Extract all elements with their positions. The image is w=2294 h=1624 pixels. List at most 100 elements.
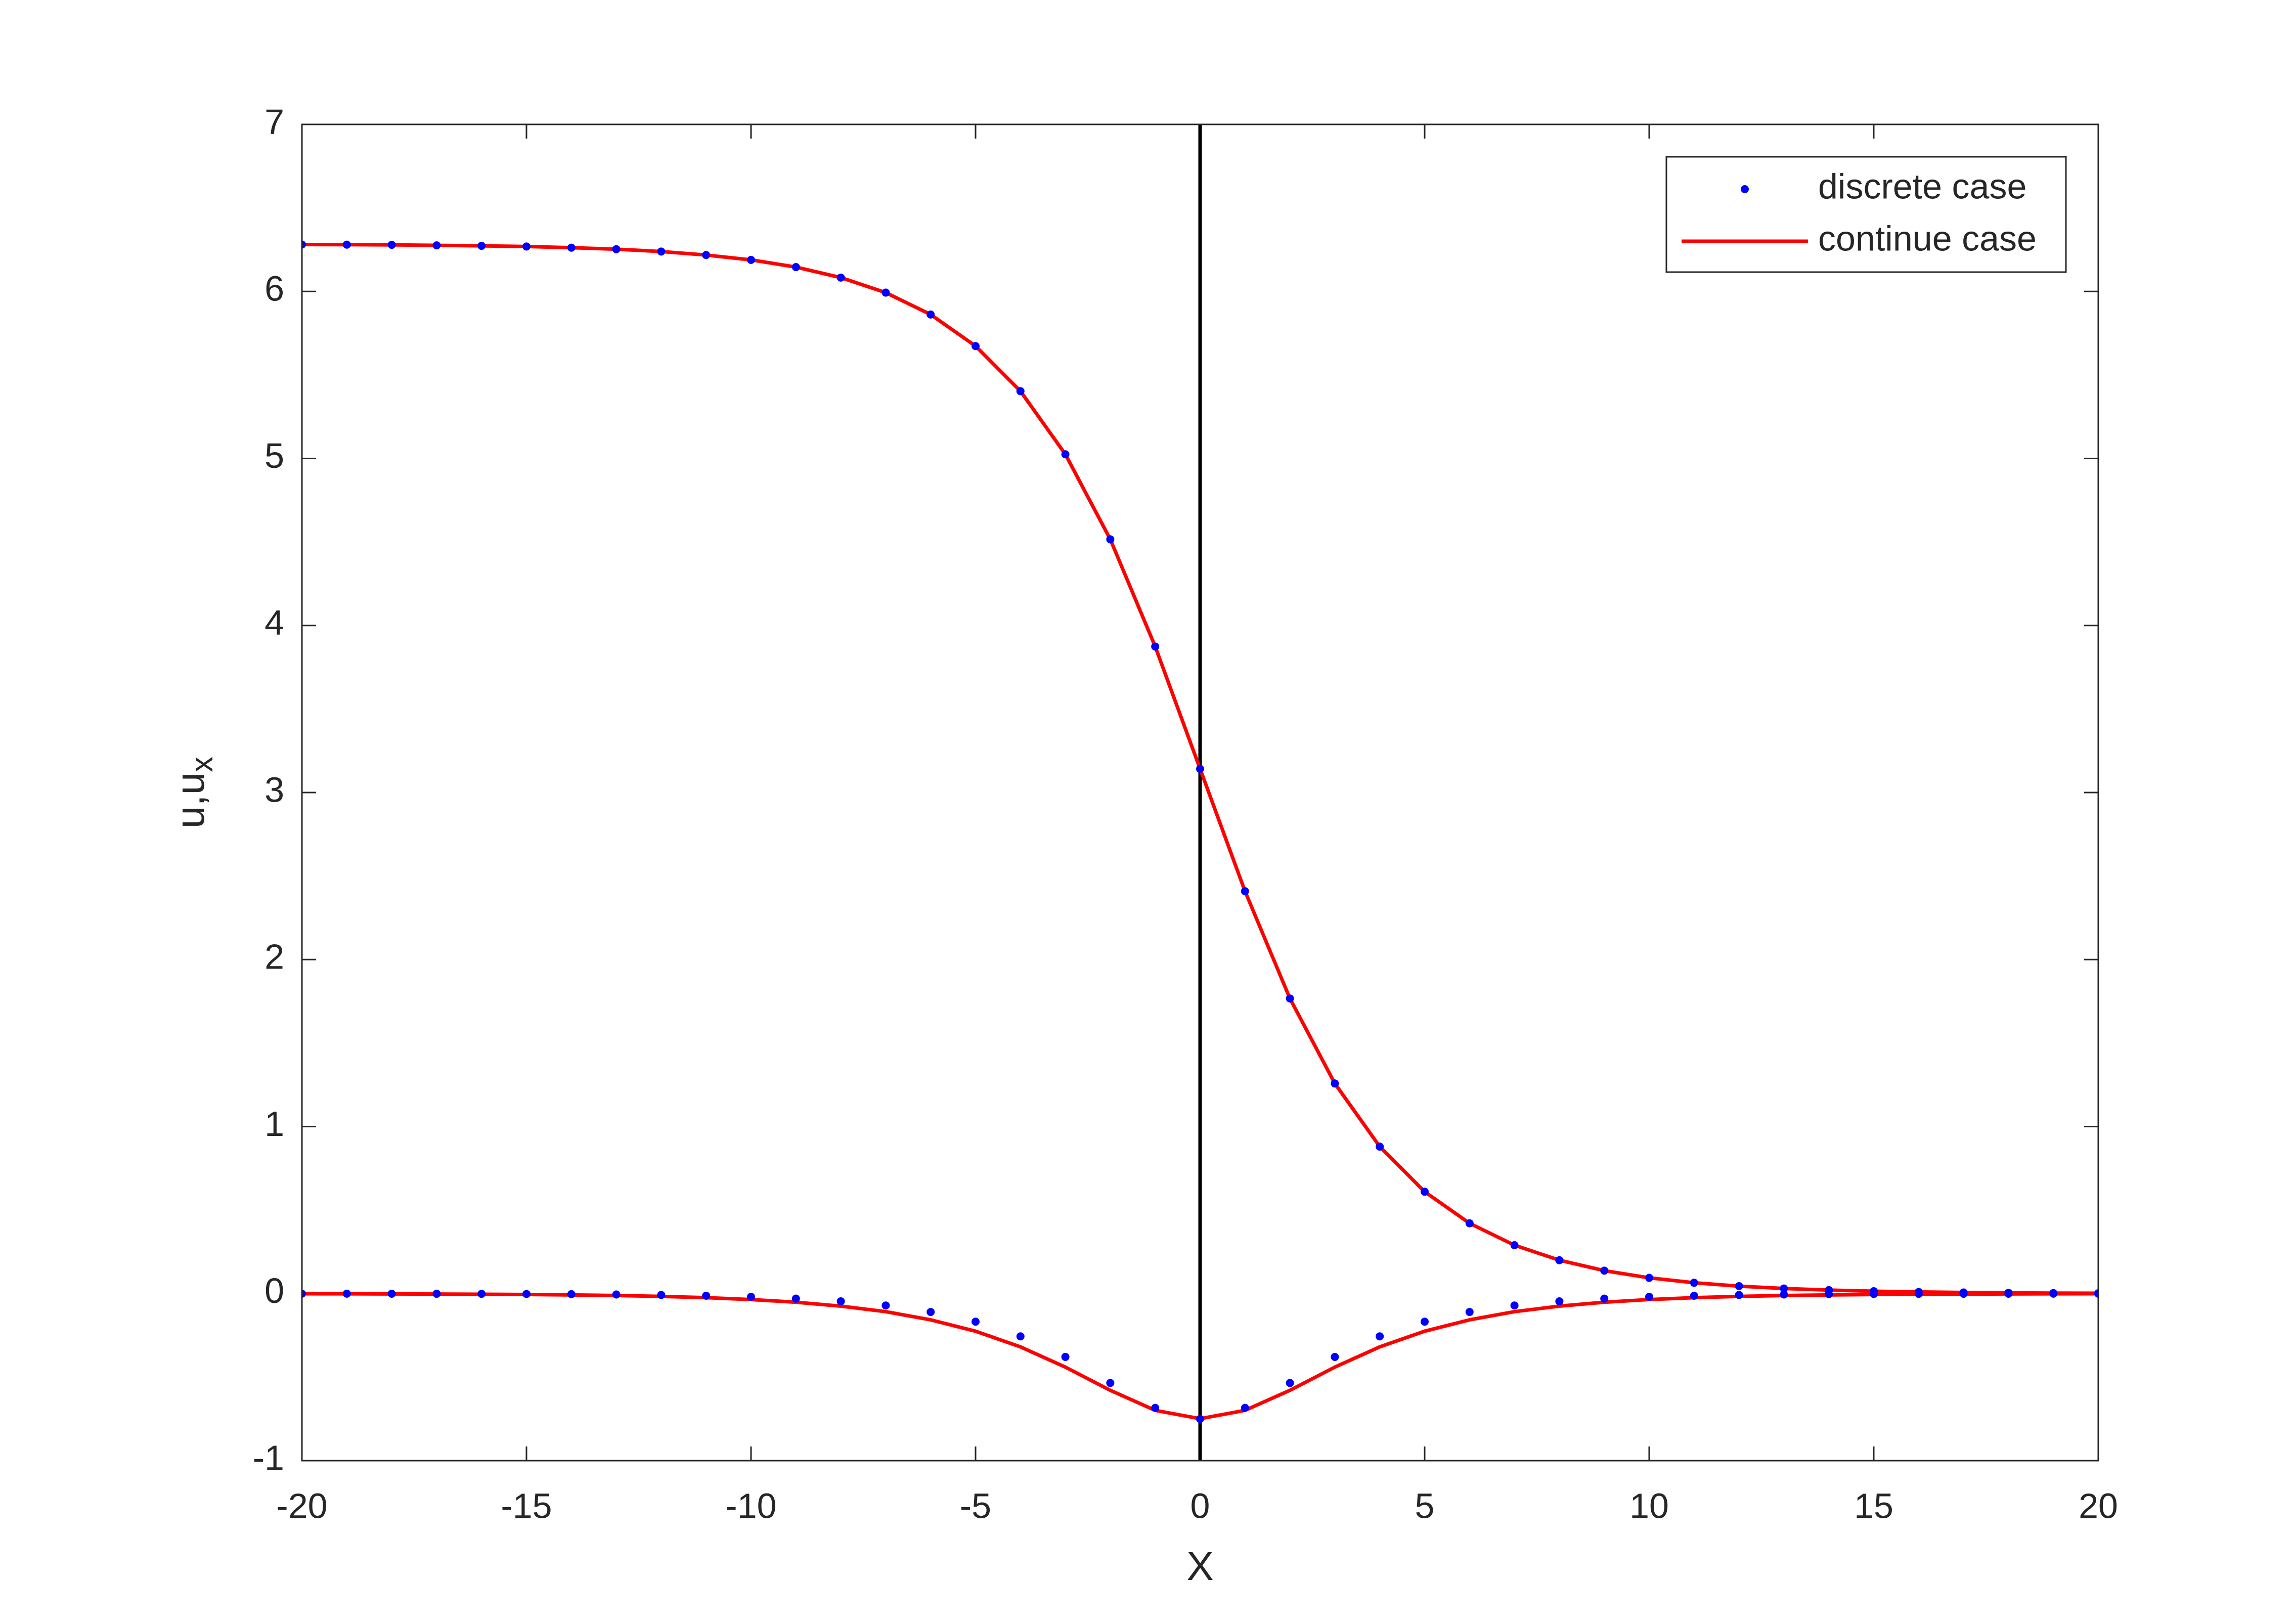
data-point xyxy=(1196,765,1204,773)
data-point xyxy=(522,1290,531,1298)
y-tick-label: 3 xyxy=(264,770,284,809)
data-point xyxy=(1421,1188,1429,1196)
data-point xyxy=(432,1290,441,1298)
data-point xyxy=(567,243,576,252)
data-point xyxy=(1286,994,1294,1003)
legend-marker xyxy=(1741,185,1749,193)
data-point xyxy=(1376,1332,1384,1341)
data-point xyxy=(791,1294,800,1303)
data-point xyxy=(1555,1297,1564,1305)
data-point xyxy=(1016,1332,1025,1341)
y-axis-label: u,ux xyxy=(167,757,219,828)
y-tick-label: 7 xyxy=(264,102,284,141)
data-point xyxy=(477,242,486,250)
x-tick-label: -20 xyxy=(276,1486,327,1525)
data-point xyxy=(791,263,800,272)
data-point xyxy=(657,1291,666,1299)
data-point xyxy=(927,310,935,319)
data-point xyxy=(1061,1352,1070,1361)
x-tick-label: -5 xyxy=(960,1486,991,1525)
data-point xyxy=(1870,1290,1878,1298)
data-point xyxy=(1286,1379,1294,1387)
data-point xyxy=(2049,1289,2058,1298)
data-point xyxy=(1959,1290,1968,1298)
data-point xyxy=(836,273,845,282)
data-point xyxy=(2094,1289,2098,1298)
legend-label: continue case xyxy=(1818,218,2037,258)
axes-box xyxy=(301,123,2099,1462)
data-point xyxy=(1914,1290,1923,1298)
data-point xyxy=(657,247,666,256)
x-tick-label: 10 xyxy=(1629,1486,1669,1525)
x-tick-label: -10 xyxy=(725,1486,776,1525)
y-tick-label: 2 xyxy=(264,937,284,977)
data-point xyxy=(1555,1256,1564,1264)
legend: discrete case continue case xyxy=(1665,156,2067,273)
y-axis-label-sub: x xyxy=(185,757,219,772)
data-point xyxy=(387,1289,396,1298)
data-point xyxy=(1735,1291,1743,1299)
data-point xyxy=(302,240,306,249)
x-tick-label: 5 xyxy=(1415,1486,1435,1525)
legend-box xyxy=(1665,156,2067,273)
data-point xyxy=(342,240,351,249)
data-point xyxy=(1196,1415,1204,1423)
data-point xyxy=(1376,1143,1384,1151)
data-point xyxy=(1690,1279,1698,1287)
x-tick-label: 15 xyxy=(1854,1486,1893,1525)
x-tick-label: 20 xyxy=(2079,1486,2118,1525)
data-point xyxy=(1331,1079,1339,1088)
data-point xyxy=(1735,1282,1743,1290)
data-point xyxy=(972,1318,980,1326)
data-point xyxy=(1106,1379,1115,1387)
legend-label: discrete case xyxy=(1818,166,2026,206)
data-point xyxy=(836,1297,845,1305)
x-tick-label: -15 xyxy=(501,1486,552,1525)
data-point xyxy=(1016,387,1025,396)
x-axis-label: X xyxy=(1186,1544,1213,1589)
data-point xyxy=(1331,1352,1339,1361)
data-point xyxy=(1690,1291,1698,1300)
data-point xyxy=(567,1290,576,1298)
data-point xyxy=(1510,1241,1519,1249)
y-tick-label: 4 xyxy=(264,603,284,642)
data-point xyxy=(1780,1290,1788,1299)
y-tick-label: 6 xyxy=(264,269,284,309)
data-point xyxy=(702,1291,711,1300)
plot-area xyxy=(302,124,2098,1461)
data-point xyxy=(432,241,441,250)
data-point xyxy=(387,241,396,249)
data-point xyxy=(1465,1308,1474,1316)
data-point xyxy=(1151,1403,1160,1412)
data-point xyxy=(342,1289,351,1298)
data-point xyxy=(1780,1284,1788,1293)
data-point xyxy=(1600,1294,1609,1303)
y-tick-label: 0 xyxy=(264,1271,284,1310)
data-point xyxy=(302,1289,306,1298)
y-tick-label: -1 xyxy=(253,1438,284,1477)
data-point xyxy=(1510,1301,1519,1310)
data-point xyxy=(1151,642,1160,651)
data-point xyxy=(477,1290,486,1298)
data-point xyxy=(1600,1266,1609,1275)
data-point xyxy=(1106,535,1115,544)
data-point xyxy=(522,242,531,251)
data-point xyxy=(1421,1318,1429,1326)
data-point xyxy=(612,1290,621,1299)
data-point xyxy=(702,251,711,259)
data-point xyxy=(1241,887,1249,896)
data-point xyxy=(927,1308,935,1316)
data-point xyxy=(1241,1403,1249,1412)
y-tick-label: 1 xyxy=(264,1104,284,1144)
y-axis-label-main: u,u xyxy=(167,772,212,828)
data-point xyxy=(1061,450,1070,459)
data-point xyxy=(747,255,755,264)
data-point xyxy=(747,1293,755,1301)
data-point xyxy=(972,342,980,350)
data-point xyxy=(881,1301,890,1310)
data-point xyxy=(1645,1293,1653,1301)
data-point xyxy=(1825,1290,1833,1298)
data-point xyxy=(1465,1219,1474,1227)
